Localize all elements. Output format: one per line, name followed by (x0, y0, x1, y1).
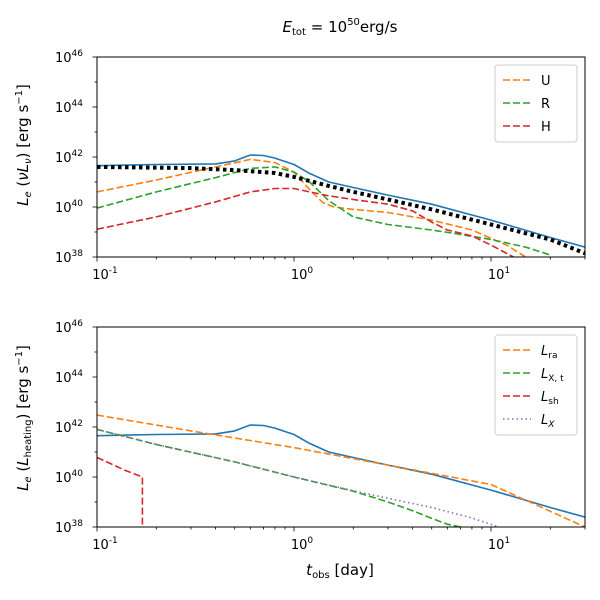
y-tick-label: 1044 (55, 99, 83, 116)
x-axis-label: tobs [day] (306, 561, 374, 581)
series-line-h (97, 187, 514, 257)
x-tick-label: 100 (291, 536, 314, 553)
y-tick-label: 1038 (55, 519, 83, 536)
legend-box (494, 64, 578, 143)
series-line-total (97, 154, 585, 248)
series-line-black-dotted (97, 164, 585, 256)
x-tick-label: 10-1 (92, 266, 118, 283)
legend-label-3: LX (541, 413, 555, 430)
y-tick-label: 1042 (55, 149, 83, 166)
y-tick-label: 1038 (55, 249, 83, 266)
bottom-y-axis-label: Le (Lheating) [erg s−1] (14, 345, 34, 491)
x-tick-label: 100 (291, 266, 314, 283)
y-tick-label: 1040 (55, 469, 83, 486)
y-tick-label: 1046 (55, 319, 83, 336)
y-tick-label: 1042 (55, 419, 83, 436)
series-line-l-x-t (97, 428, 461, 527)
top-panel: 10-1 100 101 1038 1040 1042 1044 1046 URH (55, 49, 586, 283)
y-tick-label: 1044 (55, 369, 83, 386)
y-tick-label: 1046 (55, 49, 83, 66)
legend-label-0: Lra (541, 344, 557, 361)
x-tick-label: 101 (488, 536, 510, 553)
y-tick-label: 1040 (55, 199, 83, 216)
chart-title: Etot = 1050erg/s (283, 17, 398, 38)
legend-label-1: LX, t (541, 367, 564, 384)
legend-label-2: H (541, 120, 551, 135)
series-line-total (97, 424, 585, 518)
legend-label-2: Lsh (541, 390, 559, 407)
legend: Lra LX, t Lsh LX (494, 334, 578, 436)
legend-label-0: U (541, 74, 551, 89)
bottom-panel: 10-1 100 101 1038 1040 1042 1044 1046 Lra LX, t Ls… (55, 319, 586, 553)
axes-frame (96, 56, 586, 258)
x-tick-label: 101 (488, 266, 510, 283)
x-tick-label: 10-1 (92, 536, 118, 553)
series-line-u (97, 158, 527, 257)
series-line-l-sh (97, 456, 144, 527)
top-y-axis-label: Le (νLν) [erg s−1] (14, 84, 34, 206)
legend: URH (494, 64, 578, 143)
legend-label-1: R (541, 97, 550, 112)
axes-frame (96, 326, 586, 528)
legend-box (494, 334, 578, 436)
